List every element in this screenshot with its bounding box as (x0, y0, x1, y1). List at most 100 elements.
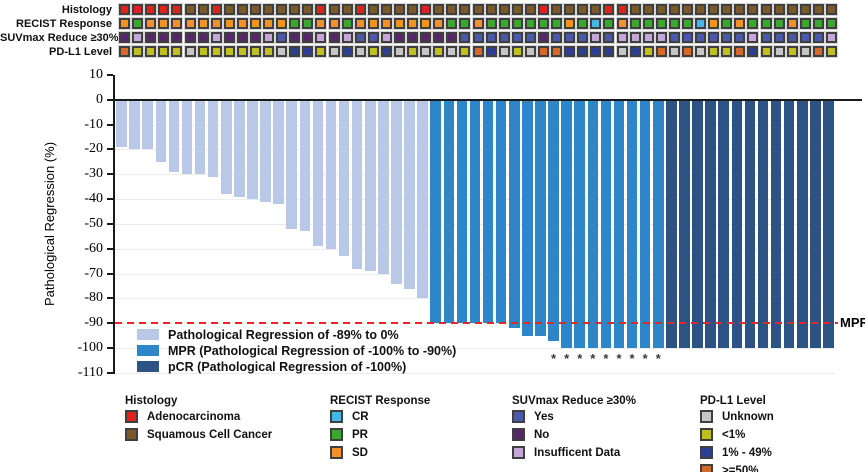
patient-bar (679, 99, 690, 349)
annotation-square (734, 32, 746, 43)
asterisk-marker: * (603, 351, 609, 367)
annotation-square (524, 4, 536, 15)
y-axis-tick (107, 297, 113, 300)
annotation-square (590, 46, 602, 57)
patient-bar (810, 99, 821, 349)
patient-bar (194, 99, 206, 175)
annotation-square (315, 46, 327, 57)
legend-swatch (512, 428, 525, 441)
asterisk-marker: * (564, 351, 570, 367)
annotation-square (472, 32, 484, 43)
legend-item-label: Yes (534, 411, 554, 423)
legend-group-title: PD-L1 Level (700, 395, 766, 407)
annotation-square (498, 4, 510, 15)
y-axis-tick (107, 198, 113, 201)
annotation-square (498, 46, 510, 57)
annotation-square (668, 46, 680, 57)
annotation-square (197, 4, 209, 15)
annotation-square (472, 4, 484, 15)
annotation-square (812, 18, 824, 29)
annotation-square (773, 18, 785, 29)
annotation-square (433, 18, 445, 29)
annotation-square (590, 4, 602, 15)
patient-bar (469, 99, 481, 324)
patient-bar (234, 99, 245, 197)
annotation-square (564, 18, 576, 29)
annotation-square (119, 32, 131, 43)
annotation-square (407, 46, 419, 57)
y-tick-label: -60 (84, 240, 103, 256)
annotation-square (668, 32, 680, 43)
legend-item-label: SD (352, 447, 368, 459)
annotation-square (236, 46, 248, 57)
patient-bar (522, 99, 533, 336)
patient-bar (365, 99, 376, 272)
patient-bar (391, 99, 402, 284)
patient-bar (757, 99, 769, 349)
annotation-square (132, 32, 144, 43)
annotation-square (485, 4, 497, 15)
patient-bar (168, 99, 180, 172)
legend-item-label: Pathological Regression of -89% to 0% (168, 328, 399, 342)
y-tick-label: -50 (84, 215, 103, 231)
annotation-square (276, 4, 288, 15)
annotation-square (145, 32, 157, 43)
annotation-square (171, 18, 183, 29)
track-label-histology: Histology (61, 4, 112, 16)
annotation-square (145, 46, 157, 57)
annotation-square (681, 18, 693, 29)
annotation-square (407, 4, 419, 15)
annotation-square (393, 4, 405, 15)
y-tick-label: -100 (77, 340, 103, 356)
annotation-square (341, 32, 353, 43)
patient-bar (770, 99, 782, 349)
y-axis-tick (107, 74, 113, 76)
annotation-square (681, 46, 693, 57)
annotation-square (760, 46, 772, 57)
legend-swatch (700, 410, 713, 423)
annotation-square (642, 18, 654, 29)
annotation-square (721, 4, 733, 15)
asterisk-marker: * (577, 351, 583, 367)
annotation-square (289, 18, 301, 29)
annotation-square (407, 32, 419, 43)
annotation-square (459, 18, 471, 29)
annotation-square (197, 46, 209, 57)
patient-bar (417, 99, 428, 299)
annotation-square (197, 18, 209, 29)
annotation-square (132, 4, 144, 15)
annotation-square (773, 46, 785, 57)
patient-bar (797, 99, 808, 349)
annotation-square (825, 4, 837, 15)
annotation-square (354, 4, 366, 15)
annotation-square (302, 18, 314, 29)
annotation-square (145, 18, 157, 29)
legend-swatch (330, 446, 343, 459)
legend-item-label: Squamous Cell Cancer (147, 429, 273, 441)
annotation-square (341, 18, 353, 29)
patient-bar (705, 99, 716, 349)
annotation-square (341, 4, 353, 15)
y-tick-label: 10 (89, 67, 103, 82)
annotation-square (433, 4, 445, 15)
annotation-square (498, 32, 510, 43)
patient-bar (666, 99, 677, 349)
y-axis-tick (107, 322, 113, 325)
annotation-square (537, 18, 549, 29)
annotation-square (695, 46, 707, 57)
annotation-square (524, 18, 536, 29)
patient-bar (600, 99, 612, 349)
annotation-square (537, 4, 549, 15)
annotation-square (708, 46, 720, 57)
patient-bar (495, 99, 507, 324)
patient-bar (443, 99, 455, 324)
annotation-square (289, 46, 301, 57)
annotation-square (184, 18, 196, 29)
annotation-square (249, 4, 261, 15)
annotation-square (367, 46, 379, 57)
legend-swatch (512, 446, 525, 459)
y-tick-label: 0 (96, 91, 103, 107)
legend-swatch (512, 410, 525, 423)
patient-bar (129, 99, 140, 150)
asterisk-marker: * (642, 351, 648, 367)
